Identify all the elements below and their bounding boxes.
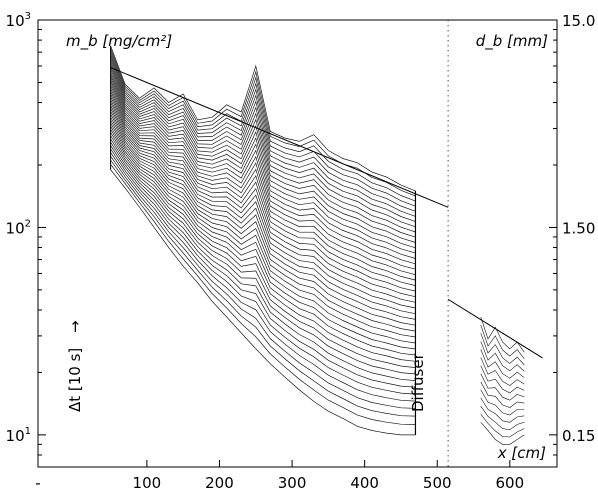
diffuser-curve <box>480 357 525 386</box>
diffuser-curve <box>480 341 525 372</box>
main-curve <box>110 77 416 254</box>
main-curve <box>110 74 416 249</box>
main-curve <box>110 63 416 228</box>
y-axis-label: m_b [mg/cm²] <box>66 32 172 51</box>
diffuser-curve <box>480 414 525 438</box>
x-axis-label: x [cm] <box>497 444 546 462</box>
y2-tick-label: 15.0 <box>562 12 595 30</box>
main-curve <box>110 141 416 381</box>
main-curve <box>110 66 416 233</box>
main-curve <box>110 108 416 315</box>
y2-axis-label: d_b [mm] <box>476 32 548 51</box>
y2-tick-label: 0.15 <box>562 427 595 445</box>
main-curve <box>110 56 416 212</box>
x-tick-label: 200 <box>205 474 234 492</box>
main-curve <box>110 58 416 217</box>
main-curve <box>110 80 416 259</box>
envelope-diffuser-line <box>447 298 543 359</box>
x-tick-label: 500 <box>423 474 452 492</box>
main-curve <box>110 132 416 362</box>
diffuser-curve <box>480 389 525 416</box>
x-tick-label: - <box>35 474 40 492</box>
y2-ticks: 0.15 1.50 15.0 <box>562 12 595 445</box>
main-curve <box>110 99 416 298</box>
diffuser-curve <box>480 365 525 394</box>
main-curve <box>110 90 416 281</box>
diffuser-curve <box>480 397 525 423</box>
reference-lines <box>110 67 543 359</box>
main-curve <box>110 105 416 309</box>
x-tick-label: 400 <box>350 474 379 492</box>
diffuser-label: Diffuser <box>409 352 427 412</box>
main-curve <box>110 155 416 409</box>
y-tick-label: 102 <box>6 218 31 237</box>
main-curve <box>110 122 416 344</box>
main-curve <box>110 88 416 276</box>
y-tick-label: 103 <box>6 11 31 30</box>
main-curve <box>110 159 416 417</box>
main-curve <box>110 110 416 320</box>
y-tick-label: 101 <box>6 426 31 445</box>
main-curve <box>110 113 416 326</box>
diffuser-curve <box>480 349 525 379</box>
y2-tick-label: 1.50 <box>562 219 595 237</box>
main-curve <box>110 152 416 402</box>
diffuser-curve <box>480 325 525 359</box>
main-curve <box>110 119 416 338</box>
main-curve <box>110 82 416 265</box>
diffuser-curve <box>480 381 525 408</box>
main-curve <box>110 53 416 207</box>
data-curves <box>110 45 525 445</box>
main-curve <box>110 93 416 286</box>
main-curve <box>110 96 416 292</box>
main-curve <box>110 169 416 436</box>
main-curve <box>110 138 416 375</box>
x-tick-label: 300 <box>278 474 307 492</box>
main-curve <box>110 116 416 332</box>
main-curve <box>110 69 416 238</box>
envelope-main-line <box>110 67 449 208</box>
y-ticks: 101 102 103 <box>6 11 557 468</box>
main-curve <box>110 71 416 243</box>
main-curve <box>110 102 416 303</box>
x-ticks: - 100 200 300 400 500 600 <box>35 460 524 492</box>
main-curve <box>110 135 416 368</box>
x-tick-label: 600 <box>495 474 524 492</box>
diffuser-curve <box>480 405 525 431</box>
diffuser-curve <box>480 316 525 353</box>
main-curve <box>110 85 416 270</box>
main-curve <box>110 45 416 192</box>
time-step-label: Δt [10 s] <box>66 348 84 412</box>
x-tick-label: 100 <box>133 474 162 492</box>
main-curve <box>110 50 416 202</box>
main-curve <box>110 145 416 388</box>
diffuser-curve <box>480 373 525 401</box>
time-step-arrow: → <box>66 320 84 333</box>
main-curve <box>110 164 416 425</box>
main-curve <box>110 148 416 395</box>
main-curve <box>110 125 416 350</box>
main-curve <box>110 129 416 356</box>
diffuser-curve <box>480 422 525 445</box>
diffuser-curve <box>480 333 525 366</box>
plot-frame <box>37 19 558 468</box>
